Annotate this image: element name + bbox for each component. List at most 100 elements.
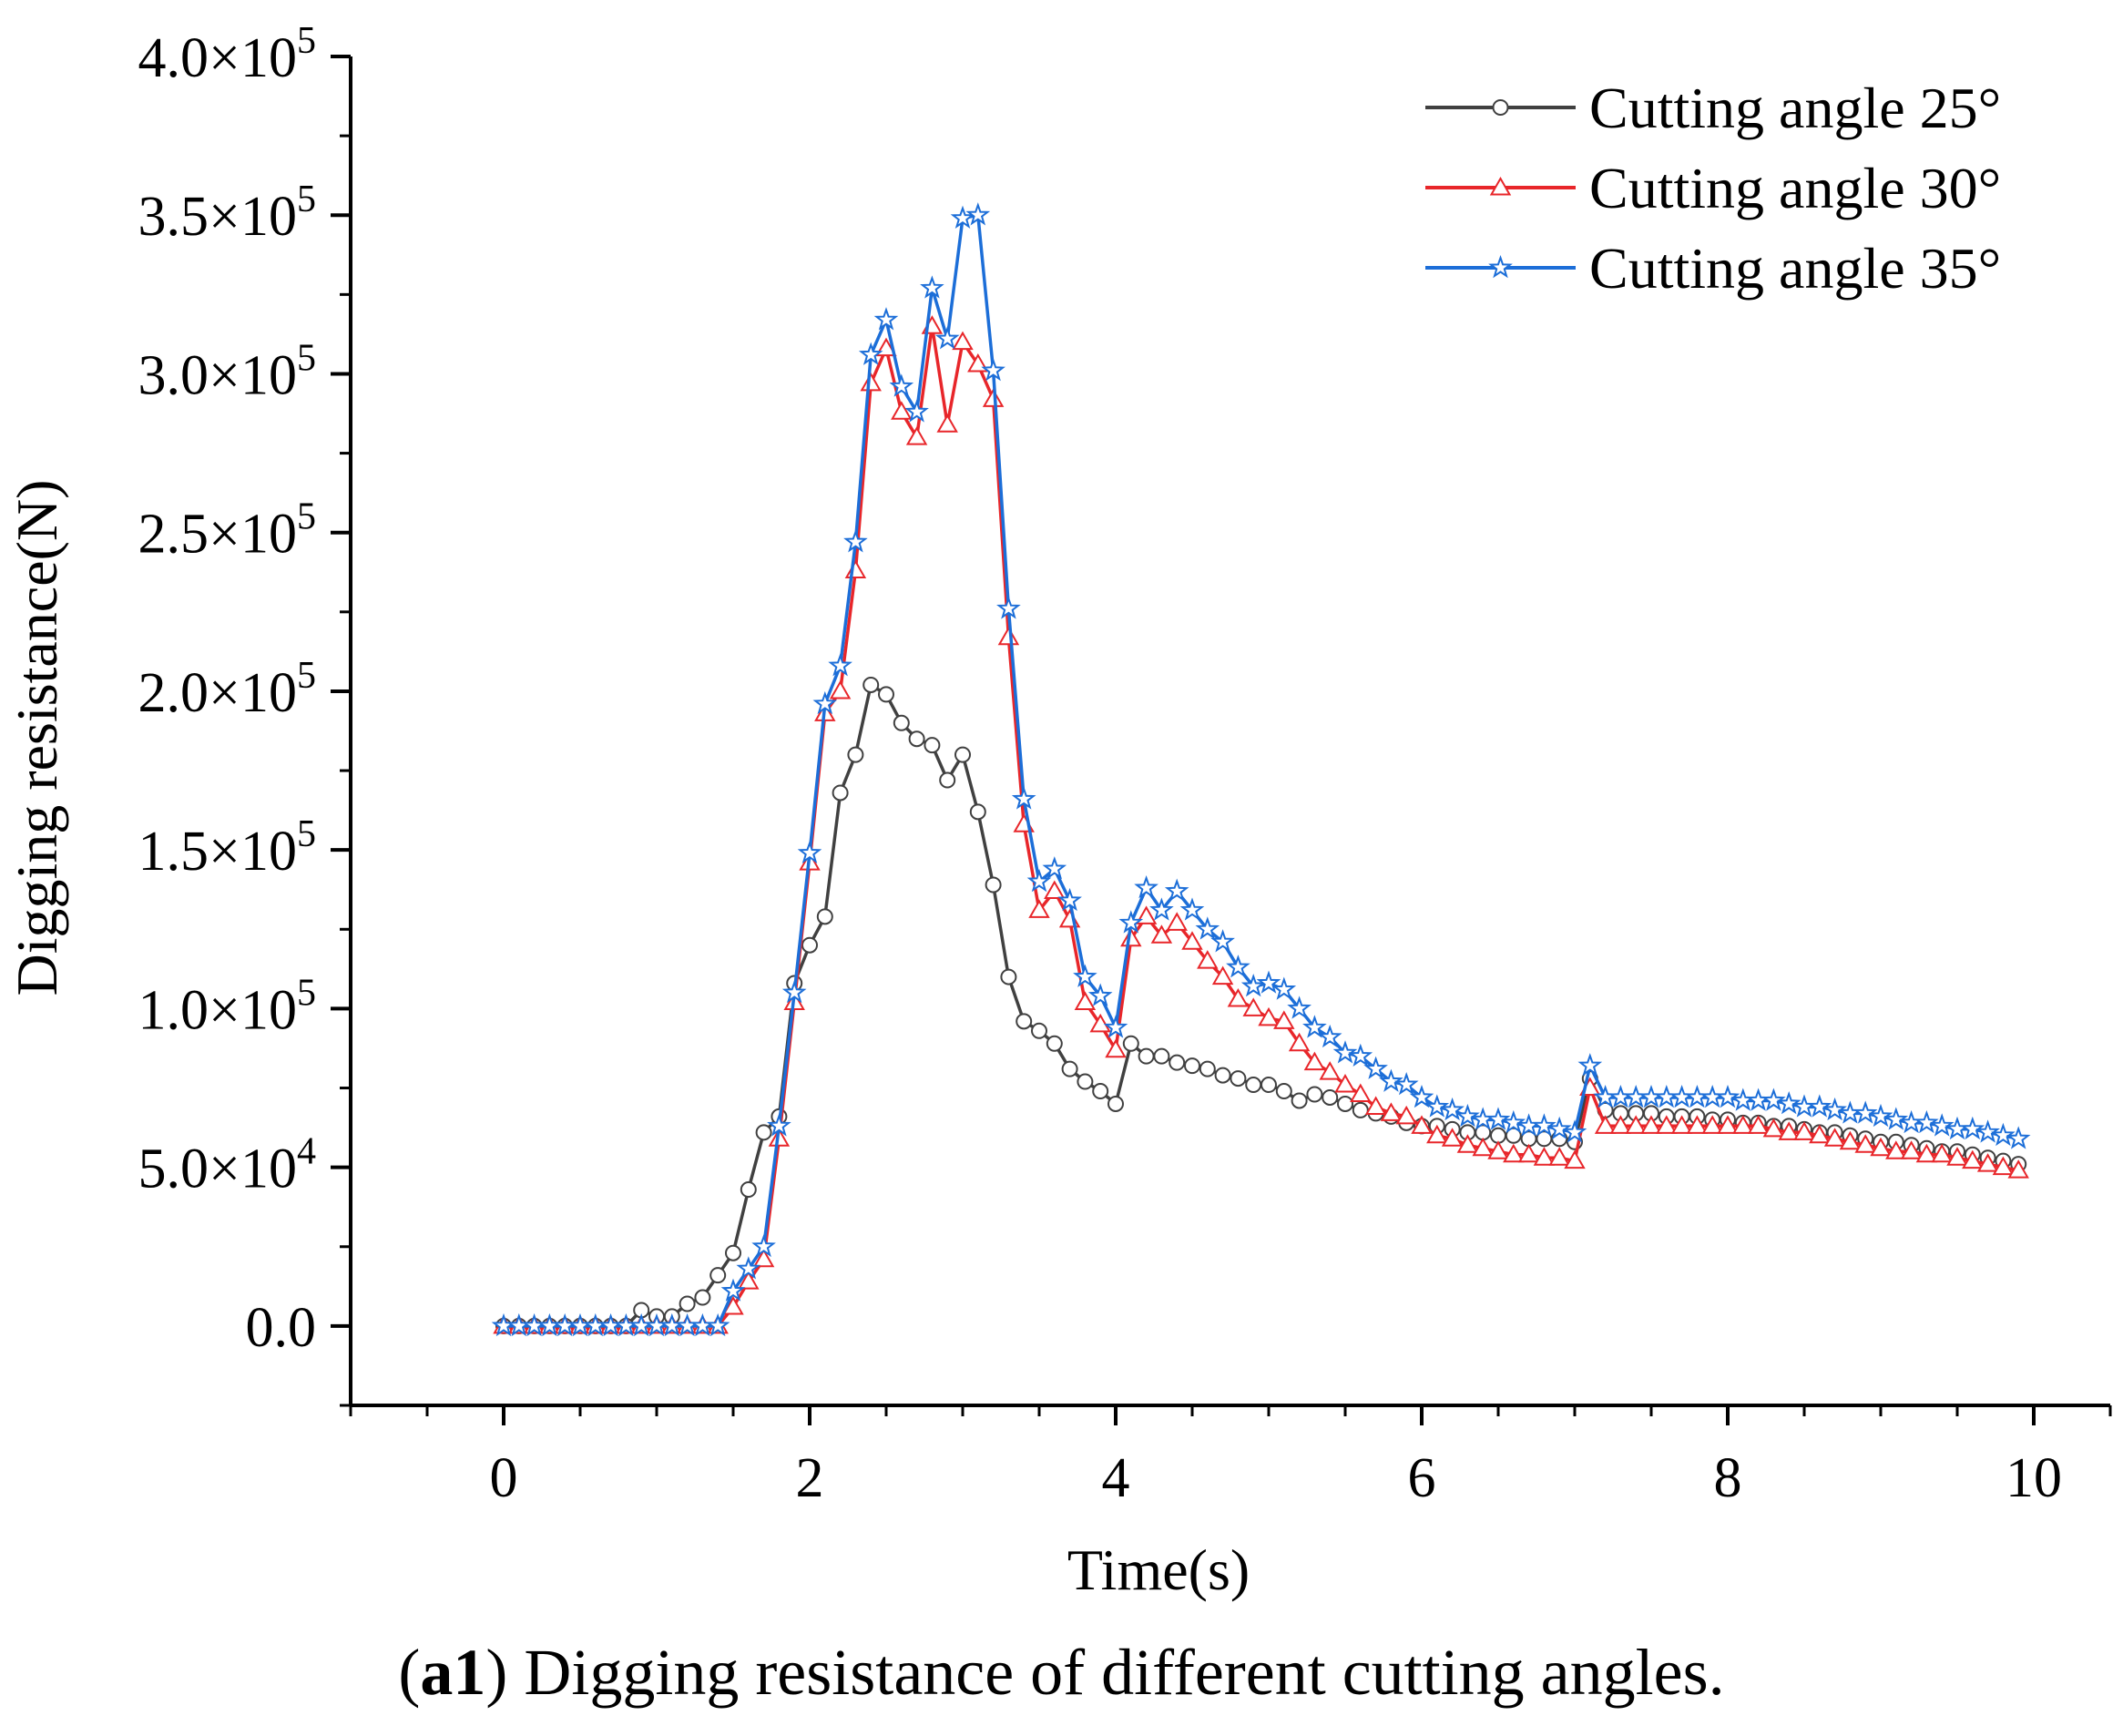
data-point (1303, 1051, 1326, 1071)
data-point (1164, 878, 1189, 902)
data-point (1179, 897, 1205, 921)
data-point (1120, 927, 1142, 947)
y-tick-label: 3.5×105 (138, 179, 316, 248)
data-point (1317, 1024, 1342, 1048)
series-layer (491, 202, 2031, 1337)
data-point (1258, 1006, 1280, 1026)
data-point (738, 1271, 760, 1290)
data-point (1823, 1128, 1846, 1147)
data-point (862, 676, 880, 693)
data-point (816, 908, 833, 925)
data-point (1195, 916, 1220, 940)
data-point (1057, 887, 1082, 912)
data-point (1960, 1116, 1985, 1140)
data-point (1077, 1073, 1094, 1090)
data-point (1103, 1015, 1128, 1038)
data-point (1322, 1088, 1339, 1106)
caption-text: Digging resistance of different cutting … (507, 1636, 1725, 1709)
plot-area (349, 56, 2110, 1407)
x-tick-label: 8 (1714, 1447, 1742, 1509)
data-point (1227, 987, 1250, 1007)
data-point (1287, 996, 1312, 1019)
data-point (1455, 1103, 1480, 1128)
data-point (1271, 976, 1297, 1000)
data-point (1379, 1068, 1403, 1092)
data-point (858, 342, 883, 365)
data-point (1087, 983, 1113, 1006)
data-point (1441, 1128, 1464, 1147)
data-point (1670, 1115, 1693, 1134)
data-point (1946, 1147, 1968, 1166)
data-point (1732, 1115, 1754, 1134)
data-point (1440, 1097, 1465, 1121)
data-point (694, 1289, 711, 1306)
data-point (936, 414, 958, 433)
data-point (1153, 1047, 1170, 1065)
data-point (1000, 968, 1017, 985)
data-point (1686, 1115, 1709, 1134)
data-point (1640, 1115, 1662, 1134)
data-point (736, 1256, 761, 1280)
data-point (755, 1124, 772, 1141)
y-tick-exponent: 5 (297, 337, 316, 379)
data-point (1501, 1109, 1526, 1134)
data-point (1854, 1134, 1876, 1153)
data-point (1609, 1115, 1632, 1134)
data-point (1730, 1088, 1756, 1111)
data-point (950, 205, 975, 229)
data-point (1364, 1096, 1387, 1115)
data-point (1762, 1118, 1785, 1138)
y-tick-label: 5.0×104 (138, 1131, 316, 1200)
data-point (969, 803, 986, 821)
data-point (985, 876, 1002, 894)
data-point (740, 1181, 757, 1199)
data-point (878, 686, 894, 703)
data-point (1031, 1022, 1047, 1039)
data-point (1107, 1095, 1124, 1112)
data-point (1822, 1097, 1847, 1121)
data-point (1594, 1115, 1617, 1134)
data-point (981, 358, 1005, 382)
data-point (1853, 1100, 1878, 1124)
data-point (1669, 1085, 1694, 1108)
data-point (705, 1312, 730, 1337)
series-line (504, 213, 2019, 1328)
data-point (829, 679, 852, 700)
data-point (1046, 1035, 1063, 1052)
data-point (1623, 1085, 1648, 1108)
figure-caption: (a1) Digging resistance of different cut… (0, 1635, 2123, 1710)
data-point (1242, 997, 1264, 1016)
data-point (1962, 1149, 1984, 1169)
data-point (1044, 880, 1066, 899)
data-point (1562, 1119, 1587, 1143)
data-point (1761, 1088, 1786, 1111)
data-point (1214, 1067, 1231, 1084)
data-point (1900, 1140, 1923, 1159)
data-point (1134, 874, 1158, 899)
data-point (1868, 1103, 1893, 1128)
data-point (1395, 1105, 1417, 1125)
data-point (920, 275, 944, 299)
data-point (1992, 1156, 2015, 1176)
data-point (1944, 1116, 1970, 1140)
data-point (2007, 1159, 2029, 1179)
data-point (1138, 1047, 1155, 1065)
data-point (1838, 1100, 1863, 1124)
data-point (952, 331, 974, 351)
data-point (2006, 1126, 2031, 1149)
data-point (1092, 1083, 1109, 1100)
data-point (1275, 1083, 1292, 1100)
data-point (997, 626, 1020, 646)
data-point (1169, 1054, 1186, 1071)
data-point (832, 784, 849, 802)
series-line (504, 683, 2019, 1328)
data-point (1914, 1109, 1939, 1134)
legend-item: Cutting angle 25° (1425, 76, 2001, 140)
x-tick-label: 0 (490, 1447, 518, 1509)
legend-marker (1488, 254, 1513, 279)
data-point (1332, 1040, 1358, 1064)
data-point (847, 746, 864, 763)
data-point (1288, 1032, 1311, 1052)
data-point (1564, 1149, 1586, 1169)
data-point (1197, 950, 1219, 969)
